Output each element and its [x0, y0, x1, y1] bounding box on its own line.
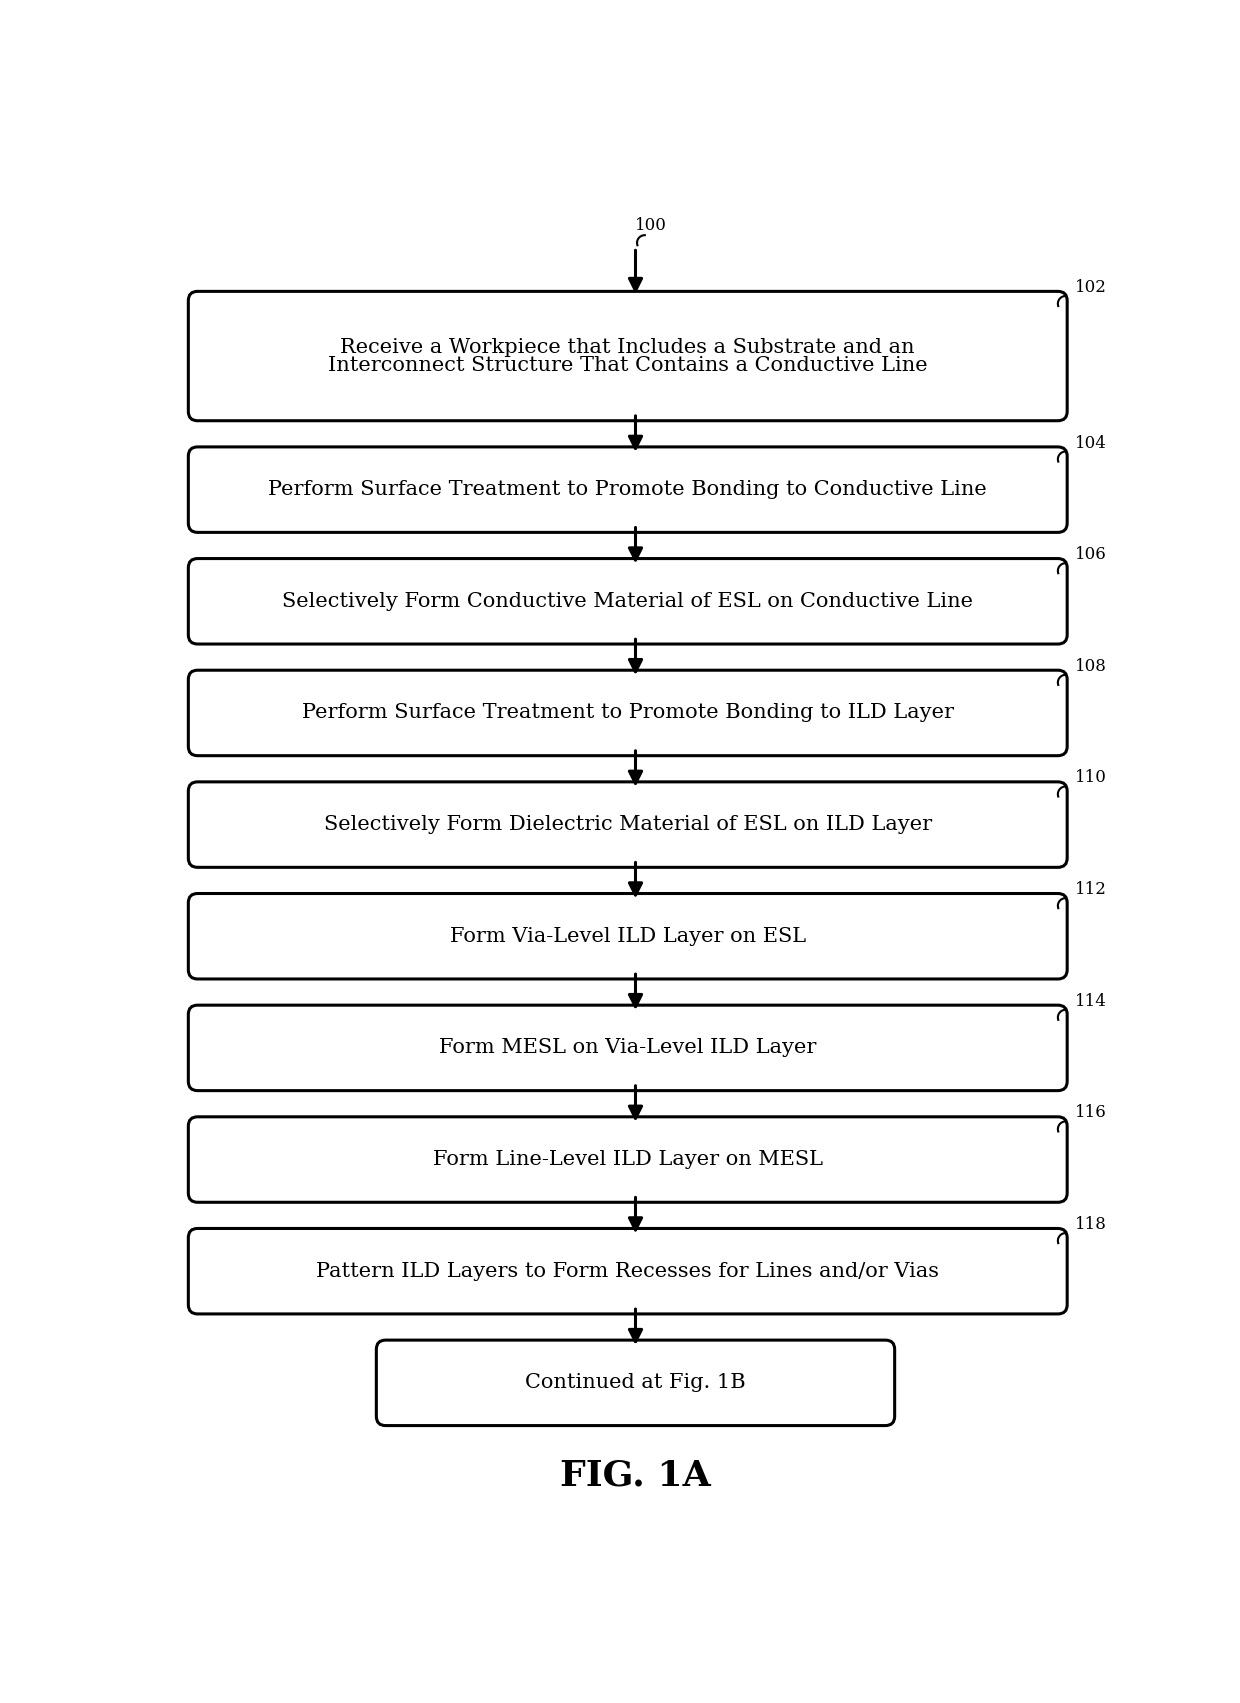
Text: 110: 110 — [1075, 770, 1107, 787]
Text: 104: 104 — [1075, 434, 1107, 451]
FancyBboxPatch shape — [188, 1117, 1068, 1202]
FancyBboxPatch shape — [188, 894, 1068, 979]
Text: Selectively Form Conductive Material of ESL on Conductive Line: Selectively Form Conductive Material of … — [283, 593, 973, 611]
FancyBboxPatch shape — [188, 782, 1068, 867]
FancyBboxPatch shape — [377, 1340, 894, 1425]
FancyBboxPatch shape — [188, 1005, 1068, 1090]
FancyBboxPatch shape — [188, 1228, 1068, 1315]
Text: 100: 100 — [635, 216, 667, 233]
FancyBboxPatch shape — [188, 671, 1068, 756]
Text: Form MESL on Via-Level ILD Layer: Form MESL on Via-Level ILD Layer — [439, 1039, 816, 1058]
Text: 108: 108 — [1075, 657, 1107, 674]
Text: Continued at Fig. 1B: Continued at Fig. 1B — [526, 1373, 745, 1393]
Text: Perform Surface Treatment to Promote Bonding to Conductive Line: Perform Surface Treatment to Promote Bon… — [268, 480, 987, 499]
Text: 118: 118 — [1075, 1216, 1107, 1233]
FancyBboxPatch shape — [188, 446, 1068, 533]
Text: 114: 114 — [1075, 993, 1107, 1010]
Text: Interconnect Structure That Contains a Conductive Line: Interconnect Structure That Contains a C… — [327, 356, 928, 375]
Text: Form Via-Level ILD Layer on ESL: Form Via-Level ILD Layer on ESL — [450, 926, 806, 945]
FancyBboxPatch shape — [188, 291, 1068, 421]
Text: Pattern ILD Layers to Form Recesses for Lines and/or Vias: Pattern ILD Layers to Form Recesses for … — [316, 1262, 939, 1281]
Text: FIG. 1A: FIG. 1A — [560, 1459, 711, 1492]
FancyBboxPatch shape — [188, 559, 1068, 644]
Text: Receive a Workpiece that Includes a Substrate and an: Receive a Workpiece that Includes a Subs… — [341, 337, 915, 356]
Text: Perform Surface Treatment to Promote Bonding to ILD Layer: Perform Surface Treatment to Promote Bon… — [301, 703, 954, 722]
Text: 106: 106 — [1075, 547, 1106, 564]
Text: 102: 102 — [1075, 279, 1107, 296]
Text: Form Line-Level ILD Layer on MESL: Form Line-Level ILD Layer on MESL — [433, 1150, 823, 1168]
Text: 112: 112 — [1075, 880, 1107, 897]
Text: Selectively Form Dielectric Material of ESL on ILD Layer: Selectively Form Dielectric Material of … — [324, 816, 931, 834]
Text: 116: 116 — [1075, 1105, 1106, 1122]
